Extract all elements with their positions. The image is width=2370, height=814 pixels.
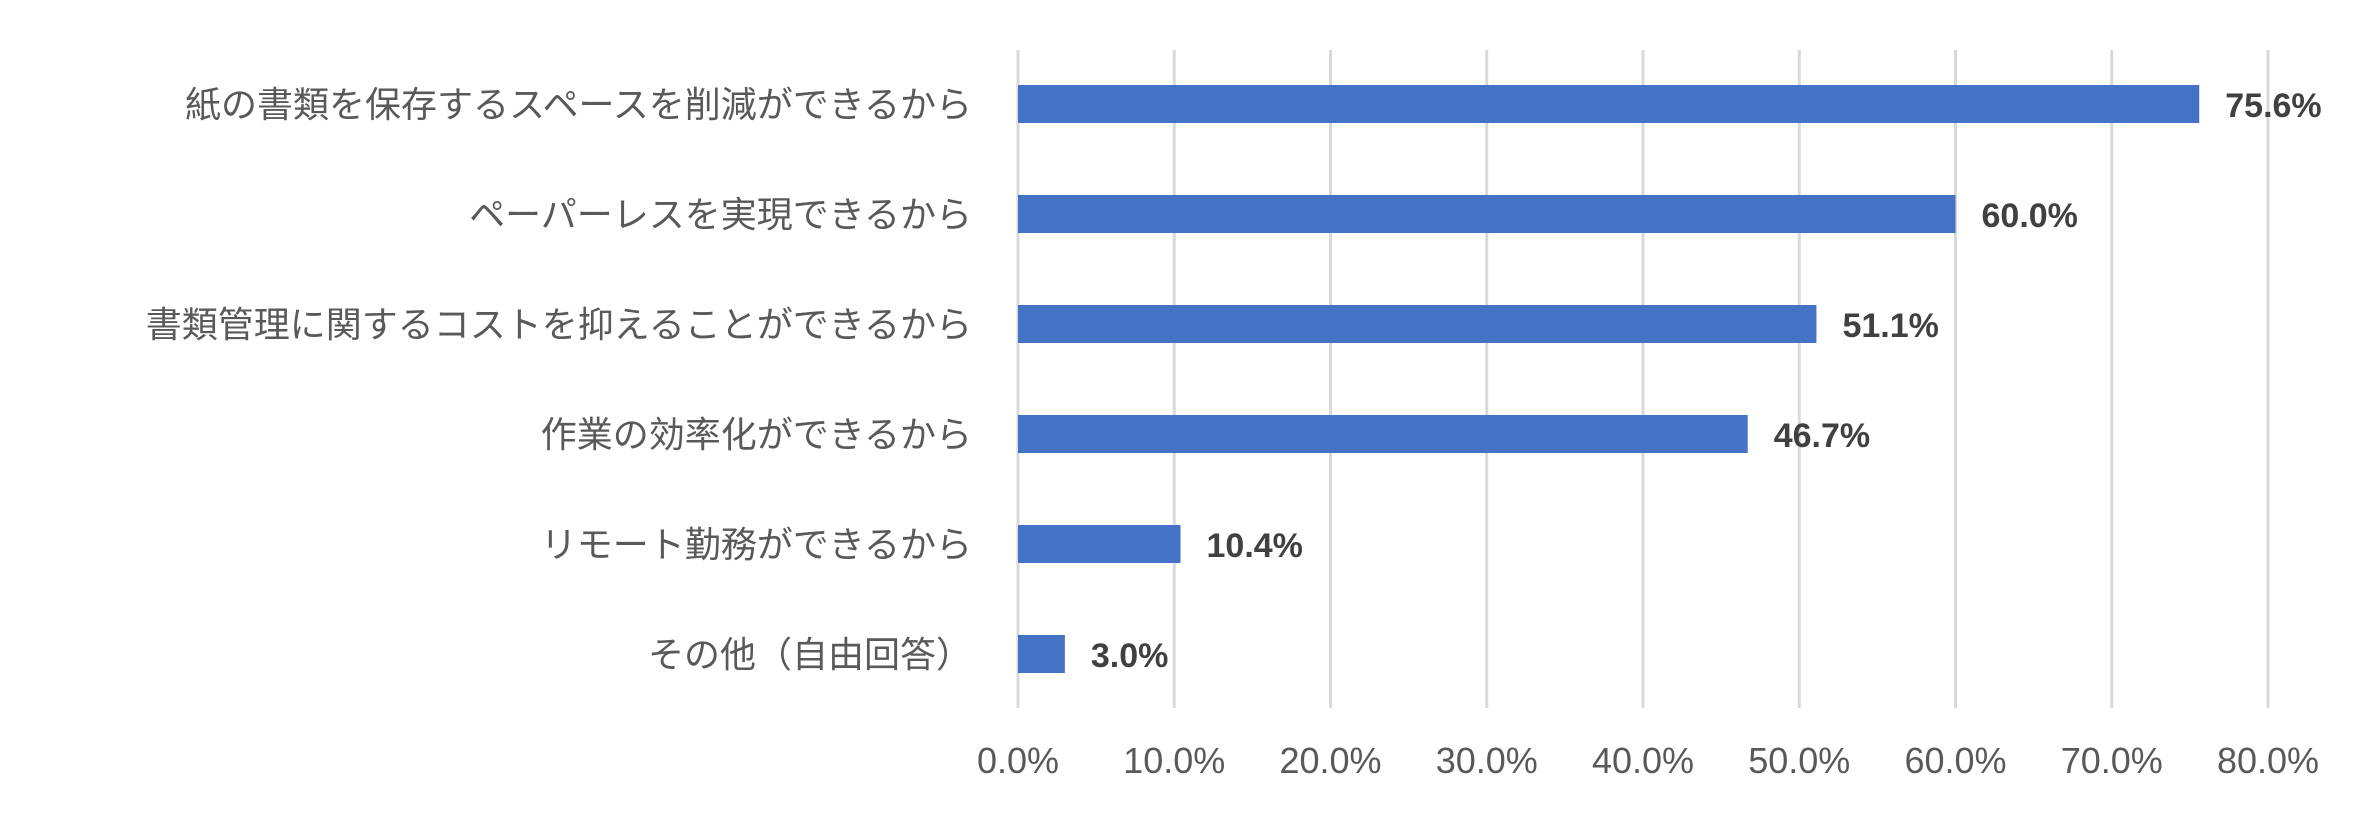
value-label: 46.7% [1774,417,1870,455]
category-labels: 紙の書類を保存するスペースを削減ができるからペーパーレスを実現できるから書類管理… [146,85,972,676]
x-tick-label: 0.0% [977,740,1059,781]
x-axis-tick-labels: 0.0% 10.0% 20.0% 30.0% 40.0% 50.0% 60.0% 70.0% 8… [977,740,2319,781]
x-tick-label: 70.0% [2061,740,2163,781]
value-label: 10.4% [1207,527,1303,565]
value-label: 3.0% [1091,637,1169,675]
bar [1018,635,1065,673]
x-tick-label: 10.0% [1123,740,1225,781]
category-label: リモート勤務ができるから [541,525,972,566]
bar [1018,415,1748,453]
category-label: ペーパーレスを実現できるから [469,195,972,236]
category-label: 紙の書類を保存するスペースを削減ができるから [185,85,972,126]
x-tick-label: 50.0% [1748,740,1850,781]
value-label: 51.1% [1842,307,1938,345]
category-label: 作業の効率化ができるから [541,415,972,456]
value-label: 75.6% [2225,87,2321,125]
bar [1018,85,2200,123]
x-tick-label: 30.0% [1436,740,1538,781]
x-tick-label: 40.0% [1592,740,1694,781]
value-labels: 75.6% 60.0% 51.1% 46.7% 10.4% 3.0% [1091,87,2322,675]
category-label: 書類管理に関するコストを抑えることができるから [146,305,972,346]
x-tick-label: 60.0% [1904,740,2006,781]
bar [1018,195,1956,233]
bar [1018,305,1817,343]
category-label: その他（自由回答） [648,635,972,676]
bars [1018,85,2200,673]
bar [1018,525,1181,563]
x-tick-label: 80.0% [2217,740,2319,781]
value-label: 60.0% [1982,197,2078,235]
x-tick-label: 20.0% [1279,740,1381,781]
gridlines [1016,50,2270,708]
